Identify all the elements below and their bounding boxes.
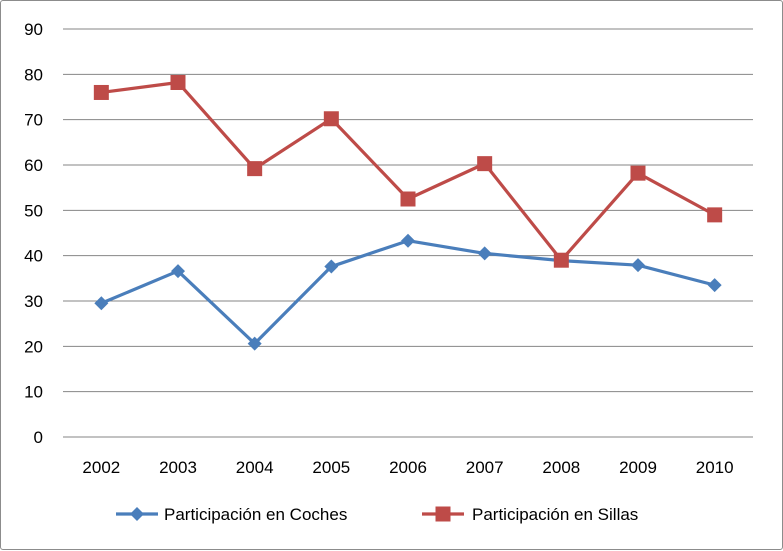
legend-item: Participación en Sillas — [422, 505, 638, 524]
y-tick-label: 0 — [34, 428, 43, 447]
data-point — [324, 259, 339, 274]
legend-label: Participación en Sillas — [472, 505, 638, 524]
x-tick-label: 2006 — [389, 458, 427, 477]
y-tick-label: 40 — [24, 247, 43, 266]
x-tick-label: 2008 — [542, 458, 580, 477]
x-tick-label: 2005 — [312, 458, 350, 477]
series-2 — [93, 74, 723, 268]
data-point — [247, 161, 263, 177]
x-tick-label: 2004 — [236, 458, 274, 477]
x-tick-label: 2007 — [466, 458, 504, 477]
data-point — [247, 336, 262, 351]
x-tick-label: 2010 — [696, 458, 734, 477]
data-point — [323, 111, 339, 127]
data-point — [553, 252, 569, 268]
x-tick-label: 2002 — [82, 458, 120, 477]
data-point — [94, 296, 109, 311]
y-axis-ticks: 0 10 20 30 40 50 60 70 80 90 — [24, 20, 43, 447]
y-tick-label: 70 — [24, 111, 43, 130]
y-tick-label: 80 — [24, 65, 43, 84]
data-point — [630, 165, 646, 181]
series-1 — [94, 233, 722, 351]
data-point — [477, 246, 492, 261]
y-tick-label: 50 — [24, 201, 43, 220]
data-point — [401, 233, 415, 248]
legend-diamond-marker — [130, 507, 144, 521]
data-point — [93, 84, 109, 100]
series-line — [101, 80, 716, 262]
data-point — [631, 258, 645, 273]
data-point — [170, 74, 186, 90]
legend-square-marker — [435, 506, 451, 522]
x-axis-ticks: 2002 2003 2004 2005 2006 2007 2008 2009 2010 — [82, 458, 733, 477]
data-point — [707, 207, 723, 223]
y-tick-label: 60 — [24, 156, 43, 175]
gridlines — [63, 28, 753, 438]
x-tick-label: 2009 — [619, 458, 657, 477]
data-point — [477, 156, 493, 172]
y-tick-label: 20 — [24, 337, 43, 356]
legend: Participación en Coches Participación en … — [116, 505, 638, 524]
series-group — [93, 74, 723, 351]
y-tick-label: 10 — [24, 383, 43, 402]
y-tick-label: 90 — [24, 20, 43, 39]
legend-label: Participación en Coches — [164, 505, 347, 524]
y-tick-label: 30 — [24, 292, 43, 311]
data-point — [171, 264, 185, 279]
data-point — [400, 191, 416, 207]
x-tick-label: 2003 — [159, 458, 197, 477]
data-point — [707, 278, 722, 293]
legend-item: Participación en Coches — [116, 505, 347, 524]
